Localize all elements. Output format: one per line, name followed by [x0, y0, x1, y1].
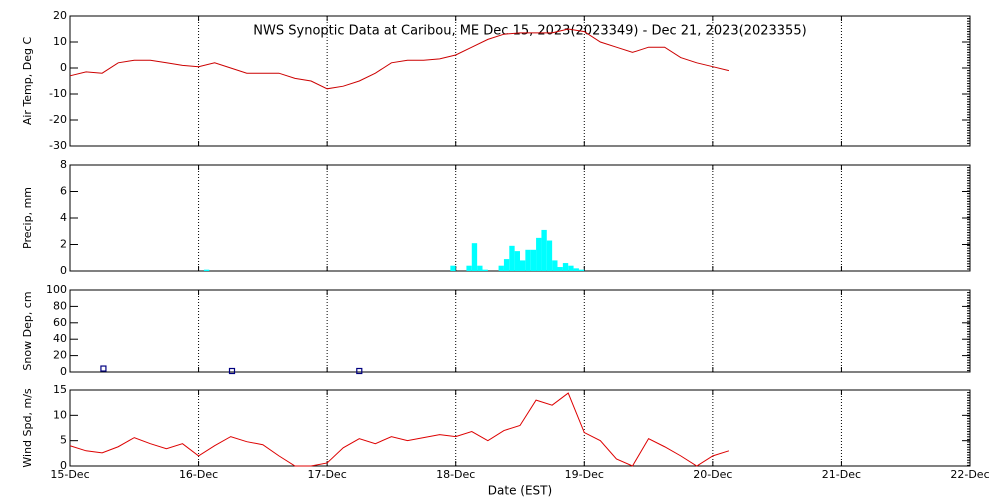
- bar: [503, 259, 510, 271]
- x-tick-label: 18-Dec: [436, 468, 475, 481]
- bar: [536, 237, 542, 271]
- y-tick-label: 15: [53, 383, 67, 396]
- bar: [568, 265, 574, 271]
- bar: [482, 269, 488, 271]
- chart-title: NWS Synoptic Data at Caribou, ME Dec 15,…: [253, 24, 806, 39]
- bar: [520, 260, 526, 271]
- y-tick-label: 8: [60, 158, 67, 171]
- plot-frame: [69, 289, 971, 373]
- y-tick-label: 10: [53, 35, 67, 48]
- y-tick-label: 0: [60, 61, 67, 74]
- x-tick-label: 21-Dec: [822, 468, 861, 481]
- bar: [557, 267, 563, 271]
- y-tick-label: -30: [49, 139, 67, 152]
- bar: [525, 249, 531, 271]
- y-tick-label: 20: [53, 349, 67, 362]
- bar: [552, 260, 558, 271]
- y-tick-label: 5: [60, 434, 67, 447]
- bar: [509, 245, 515, 271]
- bar: [477, 265, 483, 271]
- bar: [541, 229, 547, 271]
- y-tick-label: 40: [53, 332, 67, 345]
- y-axis-label: Air Temp, Deg C: [21, 37, 34, 126]
- y-tick-label: 60: [53, 316, 67, 329]
- marker: [100, 365, 107, 372]
- y-tick-label: 20: [53, 9, 67, 22]
- y-tick-label: 4: [60, 211, 67, 224]
- bar: [578, 269, 585, 271]
- x-axis-label: Date (EST): [488, 484, 552, 498]
- x-tick-label: 20-Dec: [693, 468, 732, 481]
- plot-frame: [69, 15, 971, 147]
- y-tick-label: 10: [53, 408, 67, 421]
- bar: [546, 240, 553, 271]
- y-tick-label: 100: [46, 283, 67, 296]
- plot-frame: [69, 164, 971, 272]
- y-axis-label: Wind Spd, m/s: [21, 388, 34, 468]
- y-tick-label: -20: [49, 113, 67, 126]
- bar: [466, 265, 472, 271]
- marker: [356, 367, 363, 375]
- y-tick-label: 0: [60, 365, 67, 378]
- y-axis-label: Snow Dep, cm: [21, 291, 34, 370]
- data-line: [69, 28, 730, 90]
- bar: [203, 269, 210, 271]
- data-line: [69, 392, 730, 467]
- y-tick-label: 2: [60, 238, 67, 251]
- y-tick-label: 0: [60, 459, 67, 472]
- y-axis-label: Precip, mm: [21, 187, 34, 249]
- y-tick-label: 80: [53, 299, 67, 312]
- plot-frame: [69, 389, 971, 467]
- x-tick-label: 17-Dec: [308, 468, 347, 481]
- bar: [573, 268, 579, 271]
- bar: [471, 243, 478, 271]
- bar: [498, 265, 504, 271]
- y-tick-label: 0: [60, 264, 67, 277]
- marker: [228, 367, 236, 375]
- x-tick-label: 15-Dec: [50, 468, 89, 481]
- x-tick-label: 19-Dec: [565, 468, 604, 481]
- y-tick-label: 6: [60, 185, 67, 198]
- bar: [514, 251, 520, 271]
- y-tick-label: -10: [49, 87, 67, 100]
- bar: [450, 265, 456, 271]
- x-tick-label: 22-Dec: [950, 468, 989, 481]
- bar: [530, 249, 537, 271]
- x-tick-label: 16-Dec: [179, 468, 218, 481]
- bar: [562, 263, 569, 271]
